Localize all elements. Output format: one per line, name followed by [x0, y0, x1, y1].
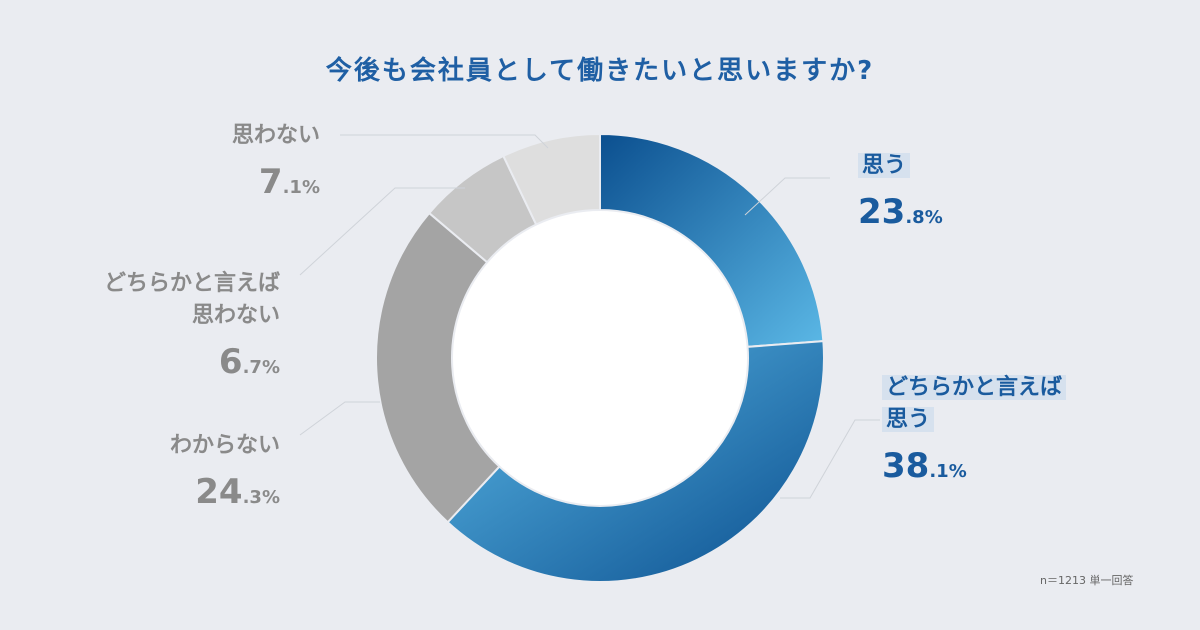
donut-hole — [453, 211, 747, 505]
sample-note: n＝1213 単一回答 — [1040, 574, 1134, 587]
donut-slice-1 — [446, 340, 825, 583]
label-s3-dec: .7% — [242, 357, 280, 378]
label-s4: 思わない 7.1% — [120, 120, 320, 208]
label-s2-dec: .3% — [242, 487, 280, 508]
label-s1-name-line1: どちらかと言えば — [882, 375, 1067, 400]
leader-line-s0 — [744, 177, 830, 216]
donut-slice-0 — [599, 132, 825, 348]
label-s2: わからない 24.3% — [80, 430, 280, 518]
label-s0-dec: .8% — [905, 207, 943, 228]
label-s3-name-line2: 思わない — [191, 303, 280, 328]
chart-title: 今後も会社員として働きたいと思いますか? — [325, 56, 875, 86]
label-s3-int: 6 — [218, 342, 243, 382]
label-s1: どちらかと言えば 思う 38.1% — [882, 372, 1067, 492]
label-s1-name-line2: 思う — [882, 407, 935, 432]
donut-slice-4 — [502, 132, 601, 226]
label-s0-int: 23 — [858, 192, 906, 232]
label-s4-dec: .1% — [282, 177, 320, 198]
leader-line-s3 — [299, 187, 465, 276]
leader-line-s1 — [780, 419, 880, 499]
label-s2-name: わからない — [169, 433, 280, 458]
label-s0: 思う 23.8% — [858, 150, 943, 238]
label-s0-name: 思う — [858, 153, 911, 178]
label-s1-dec: .1% — [929, 461, 967, 482]
label-s1-int: 38 — [882, 446, 930, 486]
label-s4-name: 思わない — [231, 123, 320, 148]
leader-line-s2 — [299, 401, 380, 436]
leader-line-s4 — [340, 134, 549, 149]
label-s4-int: 7 — [258, 162, 283, 202]
label-s3-name-line1: どちらかと言えば — [103, 271, 280, 296]
label-s3: どちらかと言えば 思わない 6.7% — [60, 268, 280, 388]
donut-slice-2 — [375, 211, 501, 524]
label-s2-int: 24 — [195, 472, 243, 512]
